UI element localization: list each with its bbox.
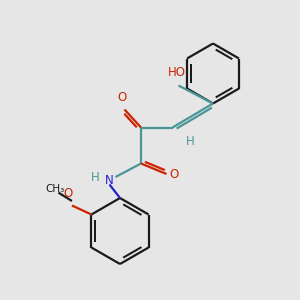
Text: H: H — [186, 135, 195, 148]
Text: O: O — [64, 187, 73, 200]
Text: HO: HO — [168, 66, 186, 79]
Text: O: O — [169, 167, 179, 181]
Text: O: O — [117, 91, 126, 104]
Text: N: N — [105, 173, 114, 187]
Text: H: H — [91, 171, 100, 184]
Text: CH₃: CH₃ — [46, 184, 65, 194]
